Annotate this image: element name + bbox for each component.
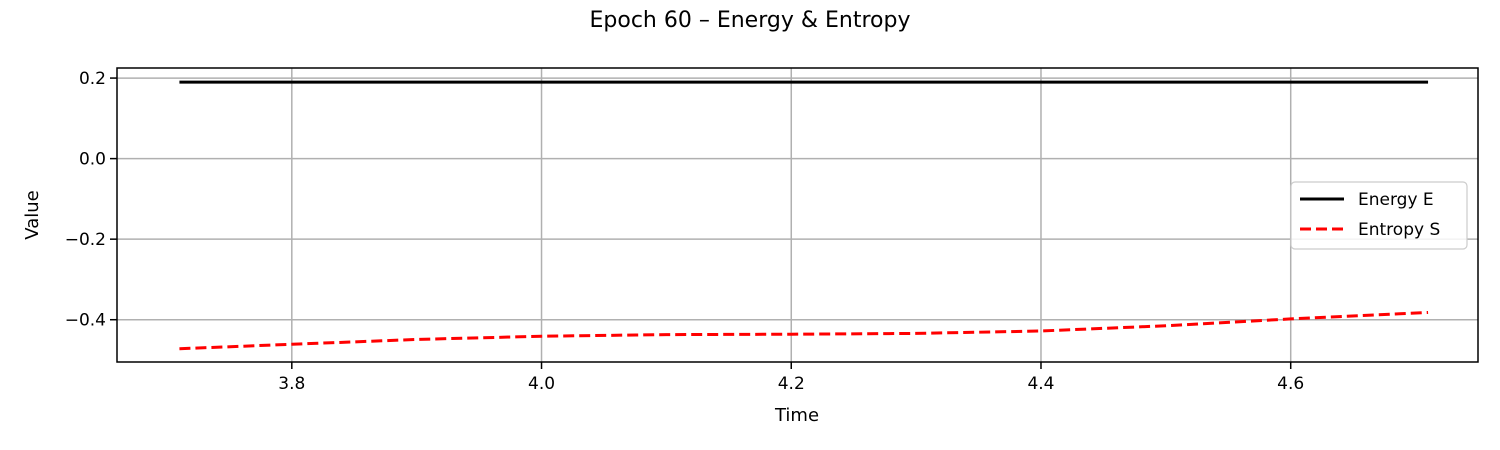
y-tick-label: 0.2 (79, 69, 106, 89)
legend-label: Energy E (1358, 190, 1434, 210)
legend-label: Entropy S (1358, 220, 1440, 240)
x-tick-label: 4.4 (1027, 374, 1054, 394)
legend: Energy E Entropy S (1290, 181, 1468, 250)
plot-area-frame (116, 67, 1479, 363)
plot-series (179, 80, 1429, 351)
series-line-entropy-s (179, 310, 1429, 351)
axis-ticks: 3.8 4.0 4.2 4.4 4.6 0.2 0.0 −0.2 −0.4 (65, 69, 1305, 394)
x-tick-label: 4.0 (528, 374, 555, 394)
y-axis-label: Value (22, 190, 43, 239)
chart-title: Epoch 60 – Energy & Entropy (590, 8, 911, 33)
x-axis-label: Time (774, 405, 819, 426)
y-tick-label: 0.0 (79, 150, 106, 170)
x-tick-label: 3.8 (278, 374, 305, 394)
x-tick-label: 4.2 (778, 374, 805, 394)
x-tick-label: 4.6 (1277, 374, 1304, 394)
y-tick-label: −0.4 (65, 311, 106, 331)
y-tick-label: −0.2 (65, 230, 106, 250)
